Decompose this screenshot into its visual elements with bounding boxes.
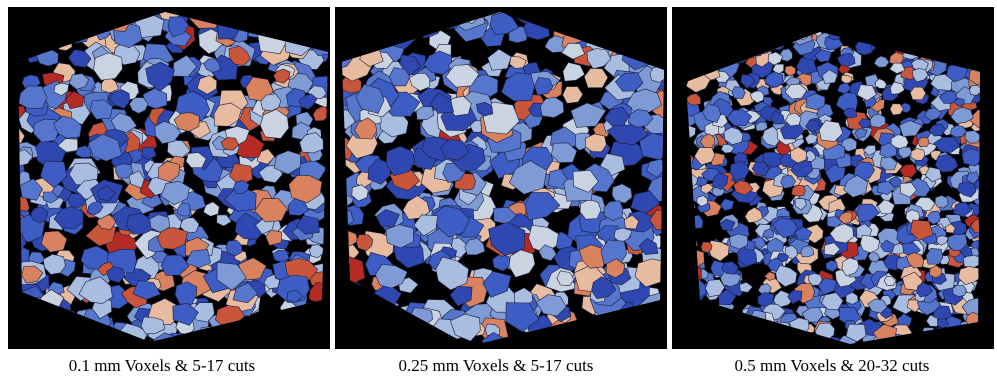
grain (585, 134, 606, 152)
panel-caption: 0.5 mm Voxels & 20-32 cuts (735, 356, 930, 375)
grain (175, 282, 197, 305)
figure: 0.1 mm Voxels & 5-17 cuts 0.25 mm Voxels… (0, 0, 997, 379)
grain (580, 199, 601, 219)
panel-caption: 0.25 mm Voxels & 5-17 cuts (399, 356, 594, 375)
panel-caption: 0.1 mm Voxels & 5-17 cuts (69, 356, 255, 375)
grain (952, 285, 966, 296)
grain (911, 148, 925, 160)
